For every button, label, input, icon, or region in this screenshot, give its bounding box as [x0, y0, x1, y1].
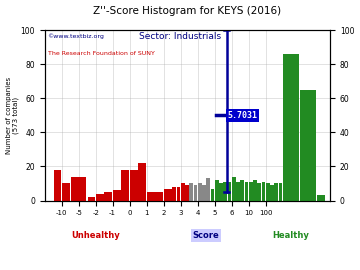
Bar	[96, 194, 104, 201]
Bar	[176, 187, 180, 201]
Bar	[211, 188, 215, 201]
Bar	[317, 195, 325, 201]
Bar	[87, 197, 95, 201]
Bar	[279, 184, 283, 201]
Bar	[262, 182, 265, 201]
Bar	[147, 192, 155, 201]
Bar	[253, 180, 257, 201]
Text: Healthy: Healthy	[273, 231, 310, 240]
Bar	[283, 54, 299, 201]
Text: 5.7031: 5.7031	[228, 111, 257, 120]
Bar	[71, 177, 86, 201]
Bar	[257, 184, 261, 201]
Bar	[54, 170, 61, 201]
Title: Z''-Score Histogram for KEYS (2016): Z''-Score Histogram for KEYS (2016)	[93, 6, 282, 16]
Bar	[181, 184, 185, 201]
Bar	[300, 90, 316, 201]
Bar	[249, 182, 253, 201]
Bar	[228, 182, 231, 201]
Bar	[270, 185, 274, 201]
Bar	[215, 180, 219, 201]
Bar	[189, 184, 193, 201]
Bar	[164, 188, 172, 201]
Bar	[185, 185, 189, 201]
Bar	[104, 192, 112, 201]
Bar	[156, 192, 163, 201]
Bar	[219, 184, 223, 201]
Bar	[172, 187, 176, 201]
Bar	[240, 180, 244, 201]
Y-axis label: Number of companies
(573 total): Number of companies (573 total)	[5, 77, 19, 154]
Text: Score: Score	[193, 231, 220, 240]
Bar	[274, 184, 278, 201]
Bar	[194, 185, 198, 201]
Bar	[244, 182, 248, 201]
Bar	[232, 177, 236, 201]
Bar	[198, 184, 202, 201]
Bar	[139, 163, 146, 201]
Text: ©www.textbiz.org: ©www.textbiz.org	[48, 34, 104, 39]
Bar	[223, 182, 227, 201]
Bar	[121, 170, 129, 201]
Bar	[206, 178, 210, 201]
Bar	[62, 184, 70, 201]
Bar	[202, 185, 206, 201]
Bar	[130, 170, 138, 201]
Text: Unhealthy: Unhealthy	[71, 231, 120, 240]
Text: Sector: Industrials: Sector: Industrials	[139, 32, 221, 41]
Text: The Research Foundation of SUNY: The Research Foundation of SUNY	[48, 51, 154, 56]
Bar	[266, 184, 270, 201]
Bar	[236, 182, 240, 201]
Bar	[113, 190, 121, 201]
